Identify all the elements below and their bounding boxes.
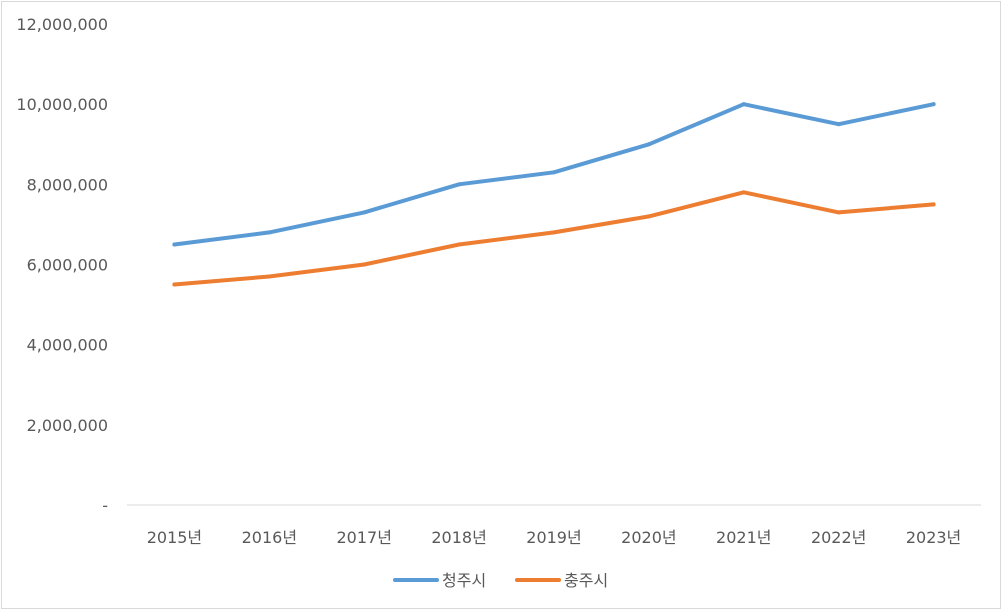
- y-axis-tick-labels: - 2,000,000 4,000,000 6,000,000 8,000,000 10,…: [16, 15, 108, 515]
- legend-label-2: 충주시: [564, 571, 608, 590]
- data-point: [172, 282, 177, 287]
- data-point: [267, 274, 272, 279]
- x-tick-label: 2022년: [811, 528, 866, 547]
- data-point: [552, 230, 556, 235]
- x-tick-label: 2019년: [526, 528, 581, 547]
- data-point: [741, 102, 746, 107]
- legend-label-1: 청주시: [442, 571, 486, 590]
- y-tick-label: 12,000,000: [16, 15, 108, 34]
- data-point: [646, 142, 651, 147]
- data-point: [931, 202, 936, 207]
- y-tick-label: 6,000,000: [27, 256, 108, 275]
- data-point: [362, 210, 367, 215]
- series-line-2: [172, 190, 936, 287]
- data-point: [836, 210, 841, 215]
- data-point: [457, 242, 462, 247]
- y-tick-label: -: [102, 496, 108, 515]
- series-line-1: [172, 102, 936, 247]
- data-point: [172, 242, 177, 247]
- data-point: [646, 214, 651, 219]
- legend: 청주시 충주시: [393, 571, 608, 590]
- data-point: [931, 102, 936, 107]
- data-point: [836, 122, 841, 127]
- y-tick-label: 2,000,000: [27, 416, 108, 435]
- x-tick-label: 2023년: [906, 528, 961, 547]
- x-tick-label: 2020년: [621, 528, 676, 547]
- x-tick-label: 2017년: [336, 528, 391, 547]
- y-tick-label: 8,000,000: [27, 175, 108, 194]
- x-tick-label: 2021년: [716, 528, 771, 547]
- x-tick-label: 2018년: [431, 528, 486, 547]
- data-point: [457, 182, 462, 187]
- y-tick-label: 4,000,000: [27, 336, 108, 355]
- data-point: [267, 230, 272, 235]
- data-point: [741, 190, 746, 195]
- data-point: [362, 262, 367, 267]
- x-tick-label: 2015년: [147, 528, 202, 547]
- data-point: [552, 170, 556, 175]
- x-axis-tick-labels: 2015년 2016년 2017년 2018년 2019년 2020년 2021년 2022년…: [147, 528, 962, 547]
- y-tick-label: 10,000,000: [16, 95, 108, 114]
- series-lines: [172, 102, 936, 287]
- x-tick-label: 2016년: [242, 528, 297, 547]
